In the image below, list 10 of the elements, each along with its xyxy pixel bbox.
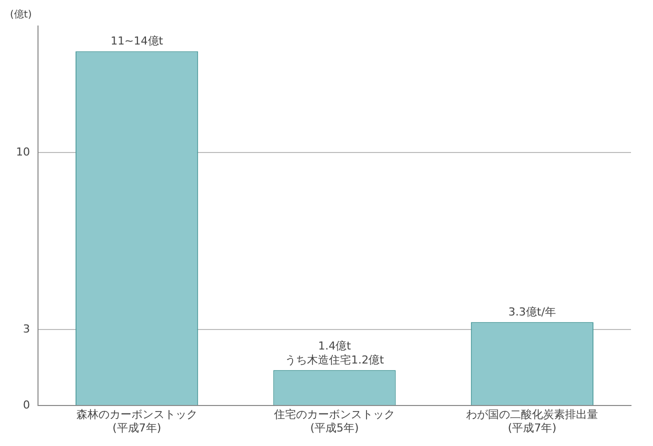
y-tick-label: 3 bbox=[22, 322, 30, 336]
y-axis-title: (億t) bbox=[10, 8, 32, 21]
x-tick-label: 住宅のカーボンストック (平成5年) bbox=[274, 408, 395, 434]
y-tick-label: 10 bbox=[16, 145, 30, 158]
x-tick-label: わが国の二酸化炭素排出量 (平成7年) bbox=[466, 408, 598, 434]
data-label: 11~14億t bbox=[110, 34, 164, 48]
y-tick-label: 0 bbox=[22, 398, 30, 412]
x-tick-label: 森林のカーボンストック (平成7年) bbox=[76, 408, 198, 434]
data-label: 3.3億t/年 bbox=[508, 305, 556, 318]
data-label: 1.4億t うち木造住宅1.2億t bbox=[285, 340, 385, 367]
